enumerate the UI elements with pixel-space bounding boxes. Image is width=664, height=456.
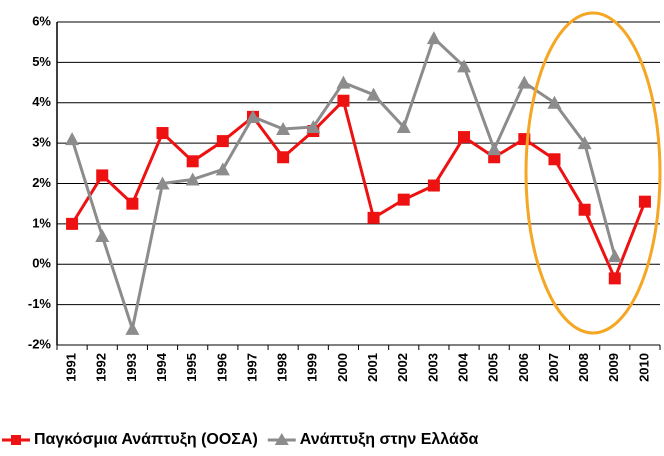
x-tick-label: 2005 — [486, 353, 501, 382]
y-tick-label: 4% — [32, 94, 51, 109]
y-tick-label: 0% — [32, 256, 51, 271]
marker — [156, 127, 169, 140]
x-tick-label: 2010 — [636, 353, 651, 382]
marker — [125, 321, 140, 335]
marker — [608, 272, 621, 285]
x-tick-label: 2009 — [606, 353, 621, 382]
legend-label: Ανάπτυξη στην Ελλάδα — [300, 431, 479, 448]
marker — [607, 249, 622, 263]
marker — [487, 142, 502, 156]
marker — [577, 136, 592, 150]
y-tick-label: 6% — [32, 13, 51, 28]
marker — [458, 131, 471, 144]
marker — [306, 119, 321, 133]
marker — [185, 172, 200, 186]
x-tick-label: 2003 — [425, 353, 440, 382]
marker — [427, 179, 440, 192]
legend-marker — [11, 435, 21, 445]
marker — [366, 87, 381, 101]
marker — [215, 162, 230, 176]
x-tick-label: 1996 — [214, 353, 229, 382]
marker — [216, 135, 229, 148]
x-tick-label: 2008 — [576, 353, 591, 382]
marker — [95, 228, 110, 242]
x-tick-label: 1994 — [154, 352, 169, 382]
x-tick-label: 1995 — [184, 353, 199, 382]
marker — [65, 132, 80, 146]
y-tick-label: -1% — [28, 296, 52, 311]
marker — [578, 203, 591, 216]
highlight-ellipse — [524, 11, 662, 335]
marker — [155, 176, 170, 190]
x-tick-label: 2001 — [365, 353, 380, 382]
x-tick-label: 1993 — [124, 353, 139, 382]
y-tick-label: 2% — [32, 175, 51, 190]
legend-label: Παγκόσμια Ανάπτυξη (ΟΟΣΑ) — [34, 431, 258, 448]
legend: Παγκόσμια Ανάπτυξη (ΟΟΣΑ) Ανάπτυξη στην Ε… — [2, 431, 479, 448]
x-tick-label: 1992 — [94, 353, 109, 382]
marker — [396, 119, 411, 133]
x-tick-label: 1991 — [64, 353, 79, 382]
y-tick-label: 3% — [32, 135, 51, 150]
marker — [548, 153, 561, 166]
marker — [126, 197, 139, 210]
legend-marker — [274, 433, 289, 445]
marker — [426, 31, 441, 45]
x-tick-label: 2007 — [546, 353, 561, 382]
marker — [245, 109, 260, 123]
y-tick-label: 5% — [32, 54, 51, 69]
marker — [457, 59, 472, 73]
marker — [336, 75, 351, 89]
marker — [638, 195, 651, 208]
marker — [397, 193, 410, 206]
marker — [547, 95, 562, 109]
marker — [367, 211, 380, 224]
x-tick-label: 2006 — [516, 353, 531, 382]
marker — [96, 169, 109, 182]
y-tick-label: 1% — [32, 215, 51, 230]
x-tick-label: 2004 — [455, 352, 470, 382]
x-tick-label: 1997 — [244, 353, 259, 382]
x-tick-label: 1999 — [305, 353, 320, 382]
y-tick-label: -2% — [28, 336, 52, 351]
marker — [66, 217, 79, 230]
x-tick-label: 1998 — [275, 353, 290, 382]
marker — [186, 155, 199, 168]
marker — [277, 151, 290, 164]
x-tick-label: 2000 — [335, 353, 350, 382]
marker — [337, 94, 350, 107]
x-tick-label: 2002 — [395, 353, 410, 382]
marker — [276, 121, 291, 135]
marker — [517, 75, 532, 89]
